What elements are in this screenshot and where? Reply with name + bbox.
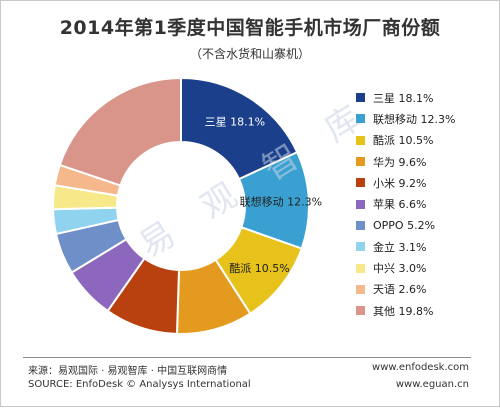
- legend-swatch: [356, 306, 365, 316]
- footer-divider: [23, 357, 471, 358]
- legend-item: 酷派 10.5%: [356, 130, 455, 151]
- legend-swatch: [356, 284, 365, 294]
- legend-swatch: [356, 114, 365, 124]
- chart-legend: 三星 18.1% 联想移动 12.3% 酷派 10.5% 华为 9.6% 小米 9.2%…: [356, 87, 455, 321]
- slice-label: 三星 18.1%: [205, 116, 265, 129]
- source-cn: 来源：易观国际 · 易观智库 · 中国互联网商情: [28, 366, 228, 377]
- legend-label: 联想移动 12.3%: [373, 112, 456, 126]
- legend-swatch: [356, 242, 365, 252]
- legend-item: 联想移动 12.3%: [356, 108, 455, 129]
- legend-label: 其他 19.8%: [373, 304, 434, 318]
- donut-slice: [180, 76, 299, 181]
- legend-item: 华为 9.6%: [356, 151, 455, 172]
- legend-label: 华为 9.6%: [373, 155, 427, 169]
- legend-item: 其他 19.8%: [356, 300, 455, 321]
- legend-swatch: [356, 178, 365, 188]
- slice-label: 联想移动 12.3%: [240, 194, 322, 208]
- legend-item: 中兴 3.0%: [356, 257, 455, 278]
- legend-label: 天语 2.6%: [373, 283, 427, 297]
- slice-label: 酷派 10.5%: [229, 262, 289, 275]
- donut-slice: [58, 76, 182, 187]
- legend-label: 小米 9.2%: [373, 176, 427, 190]
- legend-item: 苹果 6.6%: [356, 193, 455, 214]
- legend-swatch: [356, 135, 365, 145]
- legend-swatch: [356, 157, 365, 167]
- legend-item: 金立 3.1%: [356, 236, 455, 257]
- legend-item: 小米 9.2%: [356, 172, 455, 193]
- legend-label: 酷派 10.5%: [373, 134, 434, 148]
- legend-swatch: [356, 220, 365, 230]
- legend-label: 三星 18.1%: [373, 91, 434, 105]
- chart-subtitle: （不含水货和山寨机）: [189, 47, 310, 61]
- legend-label: 苹果 6.6%: [373, 198, 427, 212]
- chart-title: 2014年第1季度中国智能手机市场厂商份额: [59, 17, 441, 39]
- legend-label: 金立 3.1%: [373, 240, 427, 254]
- legend-item: 三星 18.1%: [356, 87, 455, 108]
- legend-label: 中兴 3.0%: [373, 262, 427, 276]
- legend-item: OPPO 5.2%: [356, 215, 455, 236]
- legend-swatch: [356, 199, 365, 209]
- legend-label: OPPO 5.2%: [373, 218, 436, 232]
- source-en: SOURCE: EnfoDesk © Analysys Internationa…: [28, 379, 251, 390]
- legend-swatch: [356, 263, 365, 273]
- url-eguan: www.eguan.cn: [395, 379, 469, 390]
- legend-swatch: [356, 93, 365, 103]
- legend-item: 天语 2.6%: [356, 279, 455, 300]
- url-enfodesk: www.enfodesk.com: [372, 362, 469, 373]
